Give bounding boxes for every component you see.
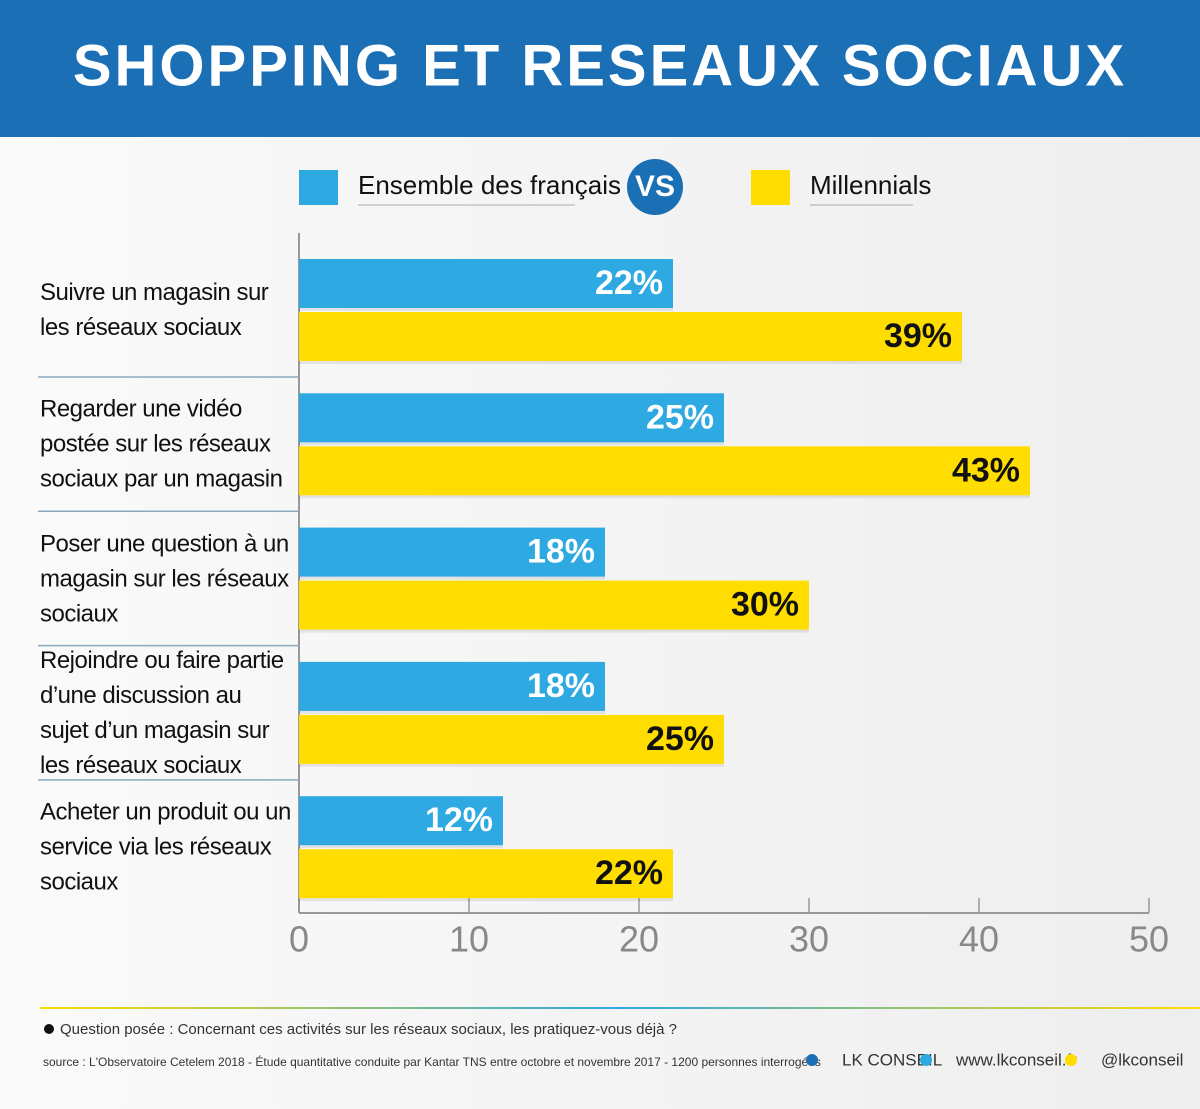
value-label: 18% <box>527 667 595 705</box>
bar <box>299 714 724 764</box>
x-tick-label: 40 <box>959 919 999 960</box>
bar <box>299 849 673 899</box>
x-tick-label: 0 <box>289 919 309 960</box>
source: source : L'Observatoire Cetelem 2018 - É… <box>43 1054 821 1069</box>
x-tick-label: 50 <box>1129 919 1169 960</box>
credit-dot <box>1065 1054 1077 1066</box>
category-label: Regarder une vidéo postée sur les réseau… <box>40 395 283 493</box>
category-label: Rejoindre ou faire partie d’une discussi… <box>40 646 284 779</box>
credit-dot <box>920 1054 932 1066</box>
credit-dot <box>806 1054 818 1066</box>
chart-title: SHOPPING ET RESEAUX SOCIAUX <box>73 33 1127 98</box>
value-label: 30% <box>731 586 799 624</box>
bar <box>299 580 809 630</box>
bullet <box>44 1024 54 1034</box>
credit: www.lkconseil.fr <box>955 1050 1077 1069</box>
value-label: 18% <box>527 533 595 571</box>
value-label: 43% <box>952 451 1020 489</box>
bar <box>299 259 673 308</box>
value-label: 22% <box>595 854 663 892</box>
bar <box>299 393 724 443</box>
bar <box>299 527 605 577</box>
legend-label: Ensemble des français <box>358 170 621 200</box>
category-label: Acheter un produit ou un service via les… <box>40 798 291 896</box>
value-label: 39% <box>884 317 952 355</box>
legend-swatch <box>751 170 790 205</box>
value-label: 22% <box>595 264 663 302</box>
value-label: 25% <box>646 720 714 758</box>
header-band <box>0 0 1200 137</box>
vs-badge <box>627 159 683 215</box>
credit: @lkconseil <box>1101 1050 1183 1069</box>
value-label: 25% <box>646 398 714 436</box>
category-label: Poser une question à un magasin sur les … <box>40 530 289 628</box>
bar <box>299 661 605 711</box>
legend-swatch <box>299 170 338 205</box>
x-tick-label: 30 <box>789 919 829 960</box>
bar <box>299 312 962 361</box>
legend-label: Millennials <box>810 170 931 200</box>
question: Question posée : Concernant ces activité… <box>60 1021 677 1038</box>
bar <box>299 446 1030 496</box>
value-label: 12% <box>425 801 493 839</box>
credit: LK CONSEIL <box>842 1050 942 1069</box>
x-tick-label: 20 <box>619 919 659 960</box>
vs-label: VS <box>635 170 675 203</box>
category-label: Suivre un magasin sur les réseaux sociau… <box>40 279 269 341</box>
bar <box>299 796 503 846</box>
x-tick-label: 10 <box>449 919 489 960</box>
footer-rule <box>40 1007 1200 1009</box>
